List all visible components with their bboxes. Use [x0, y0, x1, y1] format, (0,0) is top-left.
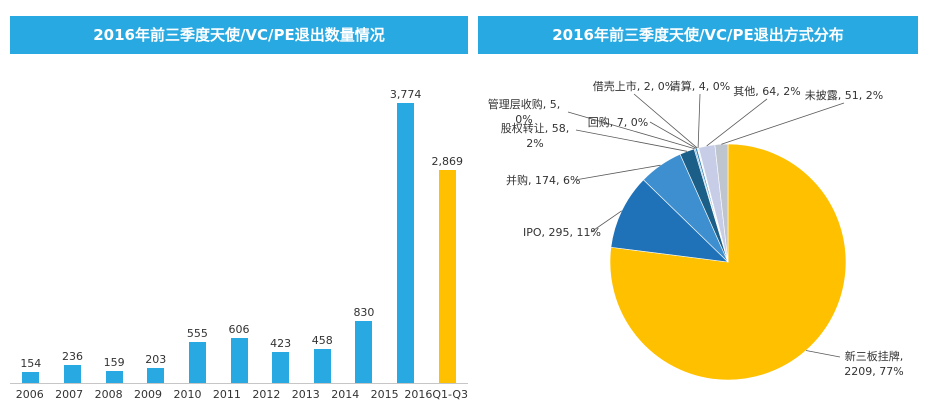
pie-leader-line	[633, 93, 698, 149]
bar	[230, 338, 248, 383]
bar-category-label: 2008	[94, 388, 123, 401]
pie-leader-line	[649, 121, 697, 149]
bar-category-label: 2015	[370, 388, 399, 401]
pie-leader-line	[575, 129, 688, 152]
bar-category-label: 2013	[291, 388, 320, 401]
bar-value-label: 606	[228, 323, 250, 336]
bar-column: 159	[93, 356, 135, 383]
pie-chart-title-banner: 2016年前三季度天使/VC/PE退出方式分布	[478, 16, 918, 54]
bar-column: 3,774	[385, 88, 427, 383]
bar-category-axis: 2006 2007 2008 2009 2010 2011 2012 2013 2014 2015…	[10, 384, 468, 401]
bar-category-label: 2012	[252, 388, 281, 401]
bar	[272, 352, 290, 383]
pie-label: IPO, 295, 11%	[523, 226, 601, 239]
bar-column: 154	[10, 357, 52, 383]
bar-chart-title-banner: 2016年前三季度天使/VC/PE退出数量情况	[10, 16, 468, 54]
bar	[438, 170, 456, 383]
bar-column: 555	[177, 327, 219, 383]
bar-category-label: 2009	[134, 388, 163, 401]
bar	[188, 342, 206, 383]
pie-leader-line	[697, 93, 701, 148]
bar-category-label: 2014	[331, 388, 360, 401]
pie-label: 并购, 174, 6%	[506, 173, 580, 187]
bar-column: 830	[343, 306, 385, 383]
bar-column: 236	[52, 350, 94, 383]
bar-value-label: 458	[311, 334, 333, 347]
bar-value-label: 423	[270, 337, 292, 350]
bar-category-label: 2006	[15, 388, 44, 401]
bar-value-label: 154	[20, 357, 42, 370]
pie-label: 其他, 64, 2%	[733, 85, 800, 98]
bar-column: 423	[260, 337, 302, 383]
pie-label: 股权转让, 58, 2%	[501, 121, 570, 150]
bar-column: 606	[218, 323, 260, 383]
bar-value-label: 236	[61, 350, 83, 363]
bar	[397, 103, 415, 383]
pie-label: 新三板挂牌, 2209, 77%	[844, 349, 903, 378]
bar-plot-area: 154 236 159 203 555 606 423 458 830 3,774 2,869	[10, 66, 468, 384]
pie-leader-line	[567, 111, 695, 150]
bar-category-label: 2007	[55, 388, 84, 401]
bar-category-label: 2010	[173, 388, 202, 401]
bar	[147, 368, 165, 383]
pie-chart-panel: 2016年前三季度天使/VC/PE退出方式分布 新三板挂牌, 2209, 77% I…	[478, 0, 920, 409]
bar-chart-panel: 2016年前三季度天使/VC/PE退出数量情况 154 236 159 203 555 6…	[10, 16, 468, 401]
bar-column: 458	[301, 334, 343, 383]
bar-category-label: 2011	[212, 388, 241, 401]
pie-label: 回购, 7, 0%	[588, 115, 648, 129]
bar-column: 203	[135, 353, 177, 383]
pie-label: 未披露, 51, 2%	[805, 88, 883, 102]
pie-leader-line	[706, 98, 768, 147]
bar-value-label: 555	[186, 327, 208, 340]
bar-value-label: 830	[353, 306, 375, 319]
bar-value-label: 159	[103, 356, 125, 369]
bar	[355, 321, 373, 383]
pie-leader-line	[574, 164, 661, 181]
bar	[63, 365, 81, 383]
pie-chart: 新三板挂牌, 2209, 77% IPO, 295, 11% 并购, 174, 6% 股…	[488, 79, 904, 381]
pie-leader-line	[721, 102, 845, 145]
bar-value-label: 203	[145, 353, 167, 366]
bar-category-label: 2016Q1-Q3	[404, 388, 469, 401]
bar	[105, 371, 123, 383]
pie-label: 借壳上市, 2, 0%	[593, 79, 675, 93]
pie-leader-line	[590, 210, 622, 233]
pie-leader-line	[805, 350, 841, 358]
bar-value-label: 2,869	[431, 155, 463, 168]
pie-label: 清算, 4, 0%	[670, 79, 730, 93]
bar-chart: 154 236 159 203 555 606 423 458 830 3,774 2,869 20…	[10, 66, 468, 401]
bar	[22, 372, 40, 383]
bar-value-label: 3,774	[389, 88, 422, 101]
bar	[313, 349, 331, 383]
bar-column: 2,869	[426, 155, 468, 383]
pie-label: 管理层收购, 5, 0%	[488, 97, 561, 126]
